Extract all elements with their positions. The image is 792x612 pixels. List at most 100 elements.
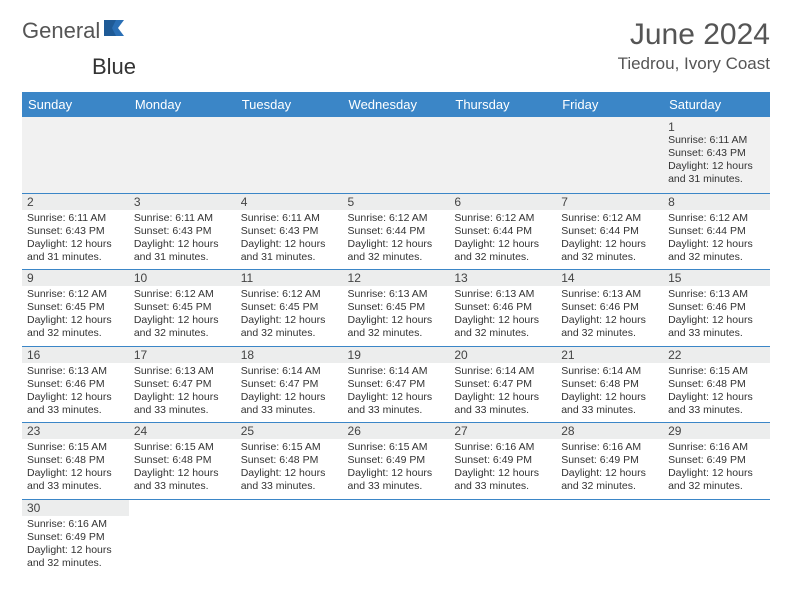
sunrise-text: Sunrise: 6:13 AM [348,288,445,301]
daylight-text: Daylight: 12 hours [27,544,124,557]
daylight-text: Daylight: 12 hours [668,467,765,480]
sunrise-text: Sunrise: 6:12 AM [348,212,445,225]
sunset-text: Sunset: 6:43 PM [241,225,338,238]
calendar-day-cell: 26Sunrise: 6:15 AMSunset: 6:49 PMDayligh… [343,423,450,500]
calendar-day-cell [129,499,236,575]
sunset-text: Sunset: 6:43 PM [668,147,765,160]
daylight-text: Daylight: 12 hours [241,467,338,480]
sunrise-text: Sunrise: 6:11 AM [668,134,765,147]
daylight-text: Daylight: 12 hours [348,314,445,327]
sunrise-text: Sunrise: 6:11 AM [241,212,338,225]
sunset-text: Sunset: 6:43 PM [134,225,231,238]
weekday-header: Sunday [22,92,129,117]
sunrise-text: Sunrise: 6:14 AM [241,365,338,378]
calendar-day-cell: 13Sunrise: 6:13 AMSunset: 6:46 PMDayligh… [449,270,556,347]
daylight-text: and 32 minutes. [241,327,338,340]
calendar-day-cell: 7Sunrise: 6:12 AMSunset: 6:44 PMDaylight… [556,193,663,270]
location: Tiedrou, Ivory Coast [618,54,770,74]
calendar-day-cell: 4Sunrise: 6:11 AMSunset: 6:43 PMDaylight… [236,193,343,270]
day-number: 11 [241,271,253,285]
sunrise-text: Sunrise: 6:13 AM [454,288,551,301]
day-number: 12 [348,271,361,285]
daylight-text: and 32 minutes. [561,480,658,493]
calendar-day-cell: 8Sunrise: 6:12 AMSunset: 6:44 PMDaylight… [663,193,770,270]
sunset-text: Sunset: 6:45 PM [241,301,338,314]
daylight-text: Daylight: 12 hours [27,238,124,251]
calendar-day-cell [22,117,129,193]
daylight-text: and 33 minutes. [454,404,551,417]
sunset-text: Sunset: 6:44 PM [348,225,445,238]
day-number: 23 [27,424,40,438]
calendar-day-cell: 25Sunrise: 6:15 AMSunset: 6:48 PMDayligh… [236,423,343,500]
sunset-text: Sunset: 6:45 PM [134,301,231,314]
calendar-day-cell: 28Sunrise: 6:16 AMSunset: 6:49 PMDayligh… [556,423,663,500]
daylight-text: and 33 minutes. [27,404,124,417]
sunrise-text: Sunrise: 6:15 AM [27,441,124,454]
calendar-day-cell: 6Sunrise: 6:12 AMSunset: 6:44 PMDaylight… [449,193,556,270]
calendar-day-cell: 29Sunrise: 6:16 AMSunset: 6:49 PMDayligh… [663,423,770,500]
sunset-text: Sunset: 6:44 PM [454,225,551,238]
calendar-day-cell: 11Sunrise: 6:12 AMSunset: 6:45 PMDayligh… [236,270,343,347]
daylight-text: and 33 minutes. [241,480,338,493]
flag-icon [104,18,130,44]
daylight-text: Daylight: 12 hours [454,314,551,327]
sunrise-text: Sunrise: 6:12 AM [134,288,231,301]
calendar-day-cell: 17Sunrise: 6:13 AMSunset: 6:47 PMDayligh… [129,346,236,423]
calendar-day-cell: 20Sunrise: 6:14 AMSunset: 6:47 PMDayligh… [449,346,556,423]
day-number: 9 [27,271,34,285]
brand-part1: General [22,18,100,44]
daylight-text: and 31 minutes. [668,173,765,186]
calendar-day-cell [556,499,663,575]
day-number: 28 [561,424,574,438]
calendar-table: Sunday Monday Tuesday Wednesday Thursday… [22,92,770,575]
daylight-text: and 32 minutes. [668,480,765,493]
daylight-text: and 33 minutes. [668,404,765,417]
daylight-text: and 32 minutes. [454,327,551,340]
calendar-header-row: Sunday Monday Tuesday Wednesday Thursday… [22,92,770,117]
sunset-text: Sunset: 6:43 PM [27,225,124,238]
calendar-day-cell [343,117,450,193]
daylight-text: Daylight: 12 hours [241,238,338,251]
calendar-week-row: 1Sunrise: 6:11 AMSunset: 6:43 PMDaylight… [22,117,770,193]
sunrise-text: Sunrise: 6:15 AM [348,441,445,454]
daylight-text: Daylight: 12 hours [561,391,658,404]
calendar-day-cell: 19Sunrise: 6:14 AMSunset: 6:47 PMDayligh… [343,346,450,423]
daylight-text: and 33 minutes. [134,404,231,417]
day-number: 19 [348,348,361,362]
daylight-text: Daylight: 12 hours [668,238,765,251]
daylight-text: and 32 minutes. [668,251,765,264]
sunset-text: Sunset: 6:49 PM [561,454,658,467]
calendar-day-cell: 10Sunrise: 6:12 AMSunset: 6:45 PMDayligh… [129,270,236,347]
calendar-day-cell: 22Sunrise: 6:15 AMSunset: 6:48 PMDayligh… [663,346,770,423]
daylight-text: Daylight: 12 hours [241,314,338,327]
daylight-text: and 32 minutes. [27,327,124,340]
daylight-text: and 31 minutes. [134,251,231,264]
calendar-day-cell [449,499,556,575]
sunrise-text: Sunrise: 6:14 AM [348,365,445,378]
day-number: 27 [454,424,467,438]
sunrise-text: Sunrise: 6:13 AM [668,288,765,301]
weekday-header: Saturday [663,92,770,117]
day-number: 2 [27,195,34,209]
day-number: 1 [668,120,765,134]
sunrise-text: Sunrise: 6:14 AM [561,365,658,378]
daylight-text: and 31 minutes. [27,251,124,264]
calendar-week-row: 30Sunrise: 6:16 AMSunset: 6:49 PMDayligh… [22,499,770,575]
sunrise-text: Sunrise: 6:12 AM [27,288,124,301]
sunset-text: Sunset: 6:48 PM [27,454,124,467]
sunset-text: Sunset: 6:49 PM [668,454,765,467]
sunset-text: Sunset: 6:46 PM [668,301,765,314]
sunrise-text: Sunrise: 6:16 AM [561,441,658,454]
weekday-header: Thursday [449,92,556,117]
daylight-text: Daylight: 12 hours [668,314,765,327]
daylight-text: and 33 minutes. [241,404,338,417]
calendar-body: 1Sunrise: 6:11 AMSunset: 6:43 PMDaylight… [22,117,770,575]
daylight-text: Daylight: 12 hours [134,467,231,480]
day-number: 16 [27,348,40,362]
daylight-text: Daylight: 12 hours [454,238,551,251]
daylight-text: Daylight: 12 hours [561,238,658,251]
daylight-text: and 33 minutes. [668,327,765,340]
calendar-day-cell: 3Sunrise: 6:11 AMSunset: 6:43 PMDaylight… [129,193,236,270]
sunrise-text: Sunrise: 6:12 AM [561,212,658,225]
calendar-day-cell: 30Sunrise: 6:16 AMSunset: 6:49 PMDayligh… [22,499,129,575]
